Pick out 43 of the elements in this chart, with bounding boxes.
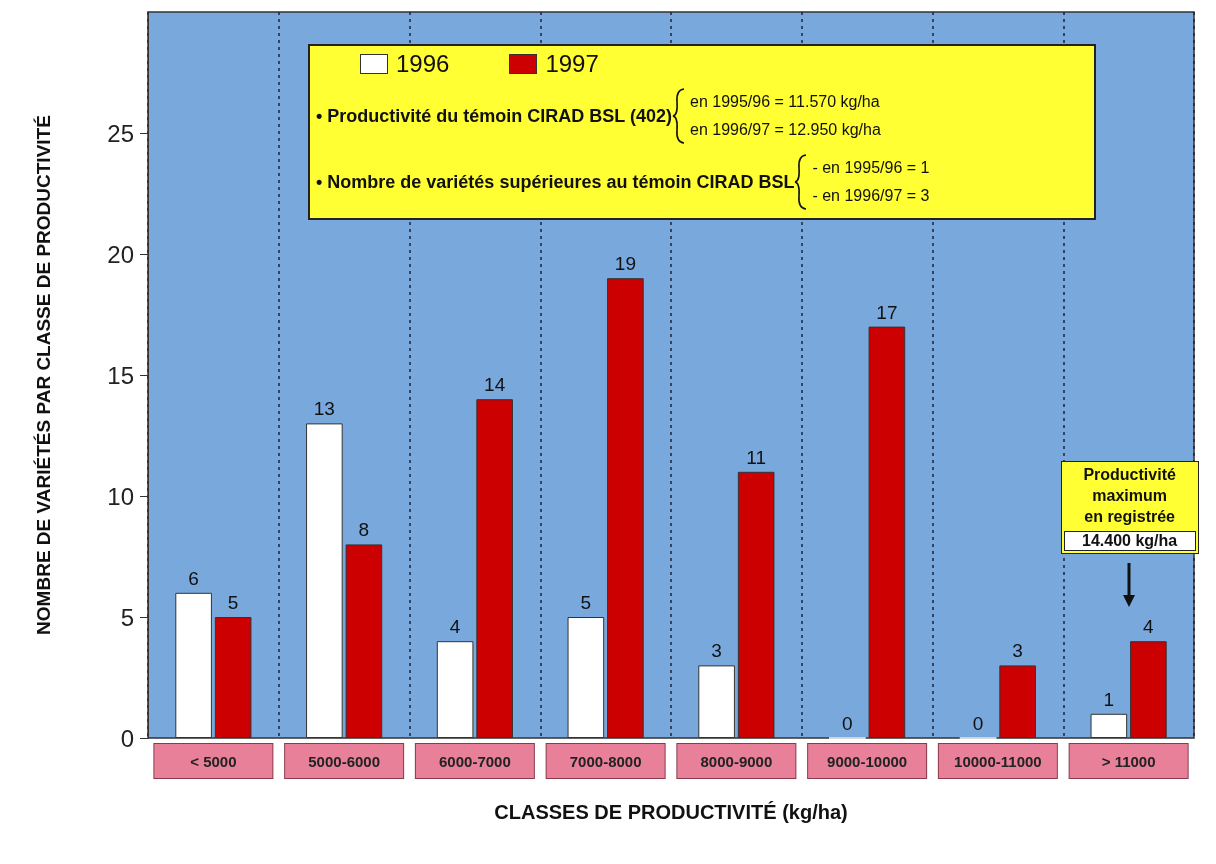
data-label: 4 [449,616,461,638]
note-box: Productivité maximum en registrée 14.400 kg/ha [1060,461,1199,555]
y-tick-label: 20 [107,240,134,268]
x-tick-label: 10000-11000 [954,752,1042,770]
data-label: 0 [972,712,984,734]
data-label: 8 [358,519,370,541]
y-tick-label: 10 [107,482,134,510]
annotation: • Nombre de variétés supérieures au témoin CIRAD BSL [316,171,795,193]
data-label: 14 [484,374,506,396]
x-tick-label: 5000-6000 [308,752,380,770]
data-label: 0 [842,712,853,734]
annotation: 14.400 kg/ha [1063,531,1196,552]
legend-label: 1997 [544,50,599,78]
x-axis-title: CLASSES DE PRODUCTIVITÉ (kg/ha) [494,801,848,823]
data-label: 19 [614,253,636,275]
x-tick-label: 6000-7000 [439,752,511,770]
x-tick-label: < 5000 [190,752,237,770]
data-label: 3 [711,640,722,662]
annotation: • Productivité du témoin CIRAD BSL (402) [316,105,673,127]
data-label: 17 [876,301,898,323]
legend-label: 1996 [395,50,450,78]
x-tick-label: 7000-8000 [569,752,642,770]
data-label: 4 [1143,616,1155,638]
data-label: 5 [227,592,239,613]
data-label: 6 [188,567,199,589]
data-label: 1 [1103,688,1115,710]
annotation: - en 1996/97 = 3 [812,186,930,206]
annotation: en 1996/97 = 12.950 kg/ha [690,120,881,140]
data-label: 3 [1012,640,1023,662]
data-label: 11 [746,446,767,468]
y-tick-label: 15 [107,361,134,389]
x-tick-label: 8000-9000 [700,752,773,770]
x-tick-label: 9000-10000 [827,752,908,770]
y-tick-label: 25 [107,119,134,147]
y-axis-title: NOMBRE DE VARIÉTÉS PAR CLASSE DE PRODUCTIVITÉ [33,115,54,635]
data-label: 5 [580,592,592,613]
x-tick-label: > 11000 [1101,752,1156,770]
y-tick-label: 0 [120,724,134,752]
annotation: Productivité maximum en registrée [1082,465,1177,528]
annotation: en 1995/96 = 11.570 kg/ha [690,92,881,112]
data-label: 13 [313,398,335,420]
y-tick-label: 5 [120,603,134,631]
annotation: - en 1995/96 = 1 [812,158,930,178]
